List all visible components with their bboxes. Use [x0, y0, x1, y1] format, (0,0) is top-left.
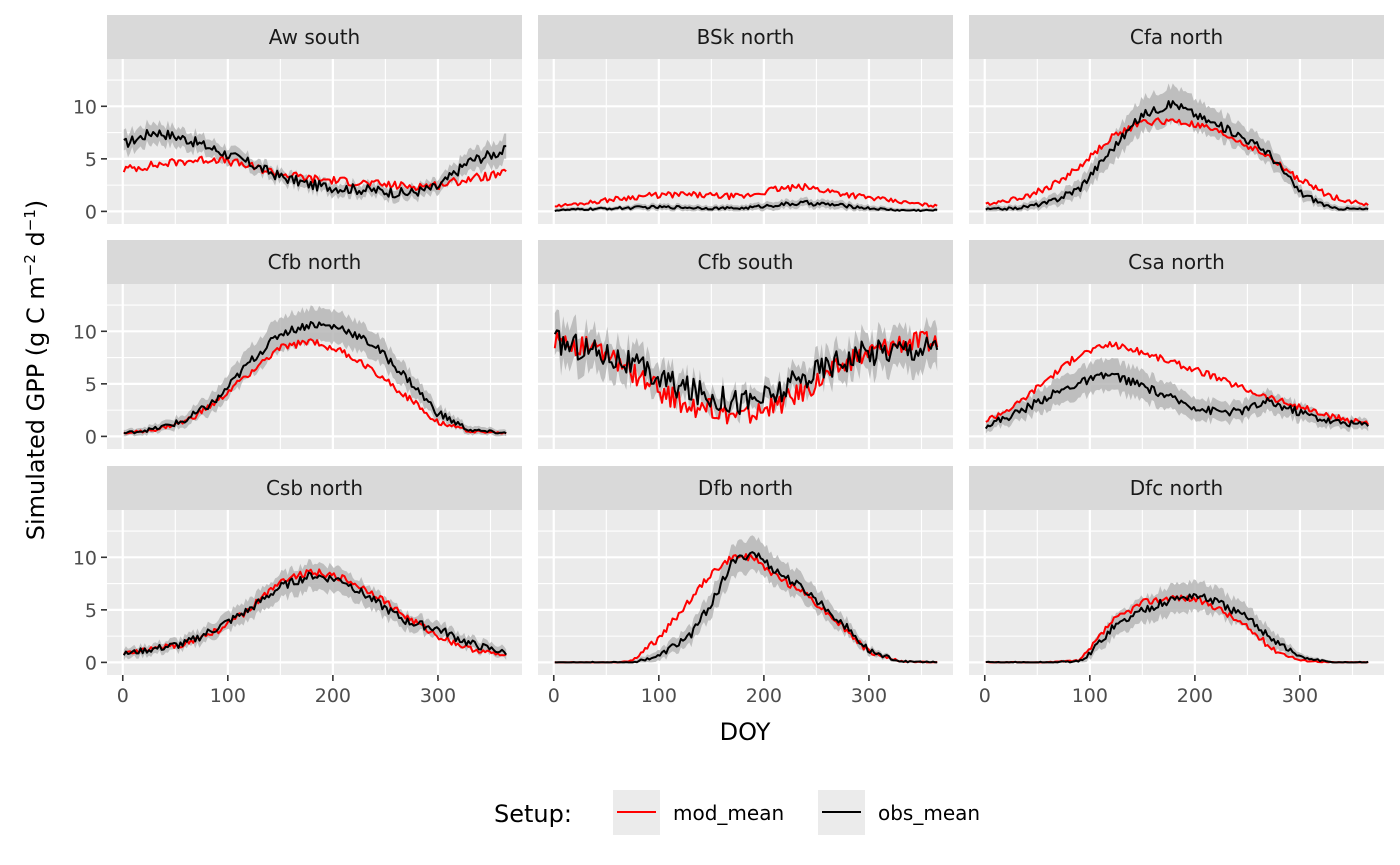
obs-mean-ribbon [985, 83, 1369, 212]
facet-strip [538, 240, 953, 284]
legend-item-obs-mean: obs_mean [818, 790, 980, 835]
series-line-obs-mean [553, 329, 939, 416]
facet-title: Cfa north [1130, 25, 1223, 49]
y-axis-title-sup1: −2 [21, 254, 39, 276]
facet-title: Dfb north [698, 476, 793, 500]
series-line-obs-mean [985, 100, 1369, 211]
obs-mean-ribbon [123, 305, 507, 437]
series-line-obs-mean [985, 593, 1369, 664]
x-tick-label: 0 [548, 685, 560, 707]
y-tick-label: 0 [85, 201, 97, 223]
facet-strip [538, 466, 953, 510]
series-line-obs-mean [554, 551, 938, 664]
y-tick-label: 5 [85, 149, 97, 171]
y-axis-title-sup2: −1 [21, 209, 39, 231]
facet-strip [538, 15, 953, 59]
facet-title: Cfb south [698, 250, 794, 274]
series-line-mod-mean [985, 117, 1369, 207]
y-tick-label: 0 [85, 426, 97, 448]
series-line-mod-mean [553, 330, 939, 425]
facet-cfb-north: Cfb north [107, 240, 522, 449]
facet-csa-north: Csa north [969, 240, 1384, 449]
facet-title: Csb north [266, 476, 363, 500]
x-tick-label: 200 [746, 685, 782, 707]
x-tick-label: 100 [210, 685, 246, 707]
y-axis-title: Simulated GPP (g C m−2 d−1) [21, 200, 50, 541]
facet-aw-south: Aw south [107, 15, 522, 224]
facet-strip [969, 240, 1384, 284]
facet-dfb-north: Dfb north [538, 466, 953, 675]
y-tick-label: 10 [73, 321, 97, 343]
series-line-obs-mean [122, 571, 508, 656]
series-line-obs-mean [123, 129, 507, 199]
facet-panels: Aw south BSk north Cfa north Cfb north Cfb s… [107, 15, 1384, 675]
series-line-obs-mean [123, 321, 507, 435]
facet-strip [107, 15, 522, 59]
facet-strip [969, 15, 1384, 59]
facet-csb-north: Csb north [107, 466, 522, 675]
x-tick-label: 300 [420, 685, 456, 707]
x-tick-label: 0 [117, 685, 129, 707]
y-tick-label: 10 [73, 96, 97, 118]
series-line-mod-mean [985, 341, 1370, 426]
y-tick-label: 0 [85, 652, 97, 674]
facet-strip [969, 466, 1384, 510]
obs-mean-ribbon [123, 119, 507, 204]
x-axis-title: DOY [720, 718, 771, 746]
y-axis-title-end: ) [22, 200, 50, 209]
legend-label-obs-mean: obs_mean [878, 801, 980, 825]
y-tick-label: 5 [85, 374, 97, 396]
x-tick-label: 200 [315, 685, 351, 707]
x-tick-label: 100 [1072, 685, 1108, 707]
facet-cfa-north: Cfa north [969, 15, 1384, 224]
series-line-obs-mean [554, 199, 938, 213]
facet-strip [107, 240, 522, 284]
panel-background [538, 510, 953, 675]
series-line-obs-mean [984, 371, 1369, 430]
obs-mean-ribbon [985, 579, 1369, 663]
legend-title: Setup: [494, 800, 572, 828]
x-tick-label: 0 [979, 685, 991, 707]
legend-label-mod-mean: mod_mean [673, 801, 784, 825]
facet-title: BSk north [697, 25, 795, 49]
x-tick-label: 100 [641, 685, 677, 707]
series-line-mod-mean [122, 155, 507, 191]
y-tick-label: 5 [85, 600, 97, 622]
facet-title: Aw south [269, 25, 360, 49]
facet-bsk-north: BSk north [538, 15, 953, 224]
facet-title: Csa north [1128, 250, 1225, 274]
facet-strip [107, 466, 522, 510]
x-tick-label: 300 [851, 685, 887, 707]
x-tick-label: 300 [1282, 685, 1318, 707]
y-axis-title-main: Simulated GPP (g C m [22, 276, 50, 540]
legend-item-mod-mean: mod_mean [613, 790, 784, 835]
y-axis-title-mid: d [22, 231, 50, 254]
obs-mean-ribbon [123, 559, 507, 661]
facet-cfb-south: Cfb south [538, 240, 953, 449]
facet-title: Dfc north [1130, 476, 1223, 500]
obs-mean-ribbon [554, 535, 938, 663]
x-tick-label: 200 [1177, 685, 1213, 707]
y-tick-label: 10 [73, 547, 97, 569]
legend: Setup: mod_mean obs_mean [494, 790, 980, 835]
series-line-mod-mean [554, 183, 938, 208]
obs-mean-ribbon [985, 357, 1369, 434]
facet-dfc-north: Dfc north [969, 466, 1384, 675]
facet-title: Cfb north [268, 250, 362, 274]
